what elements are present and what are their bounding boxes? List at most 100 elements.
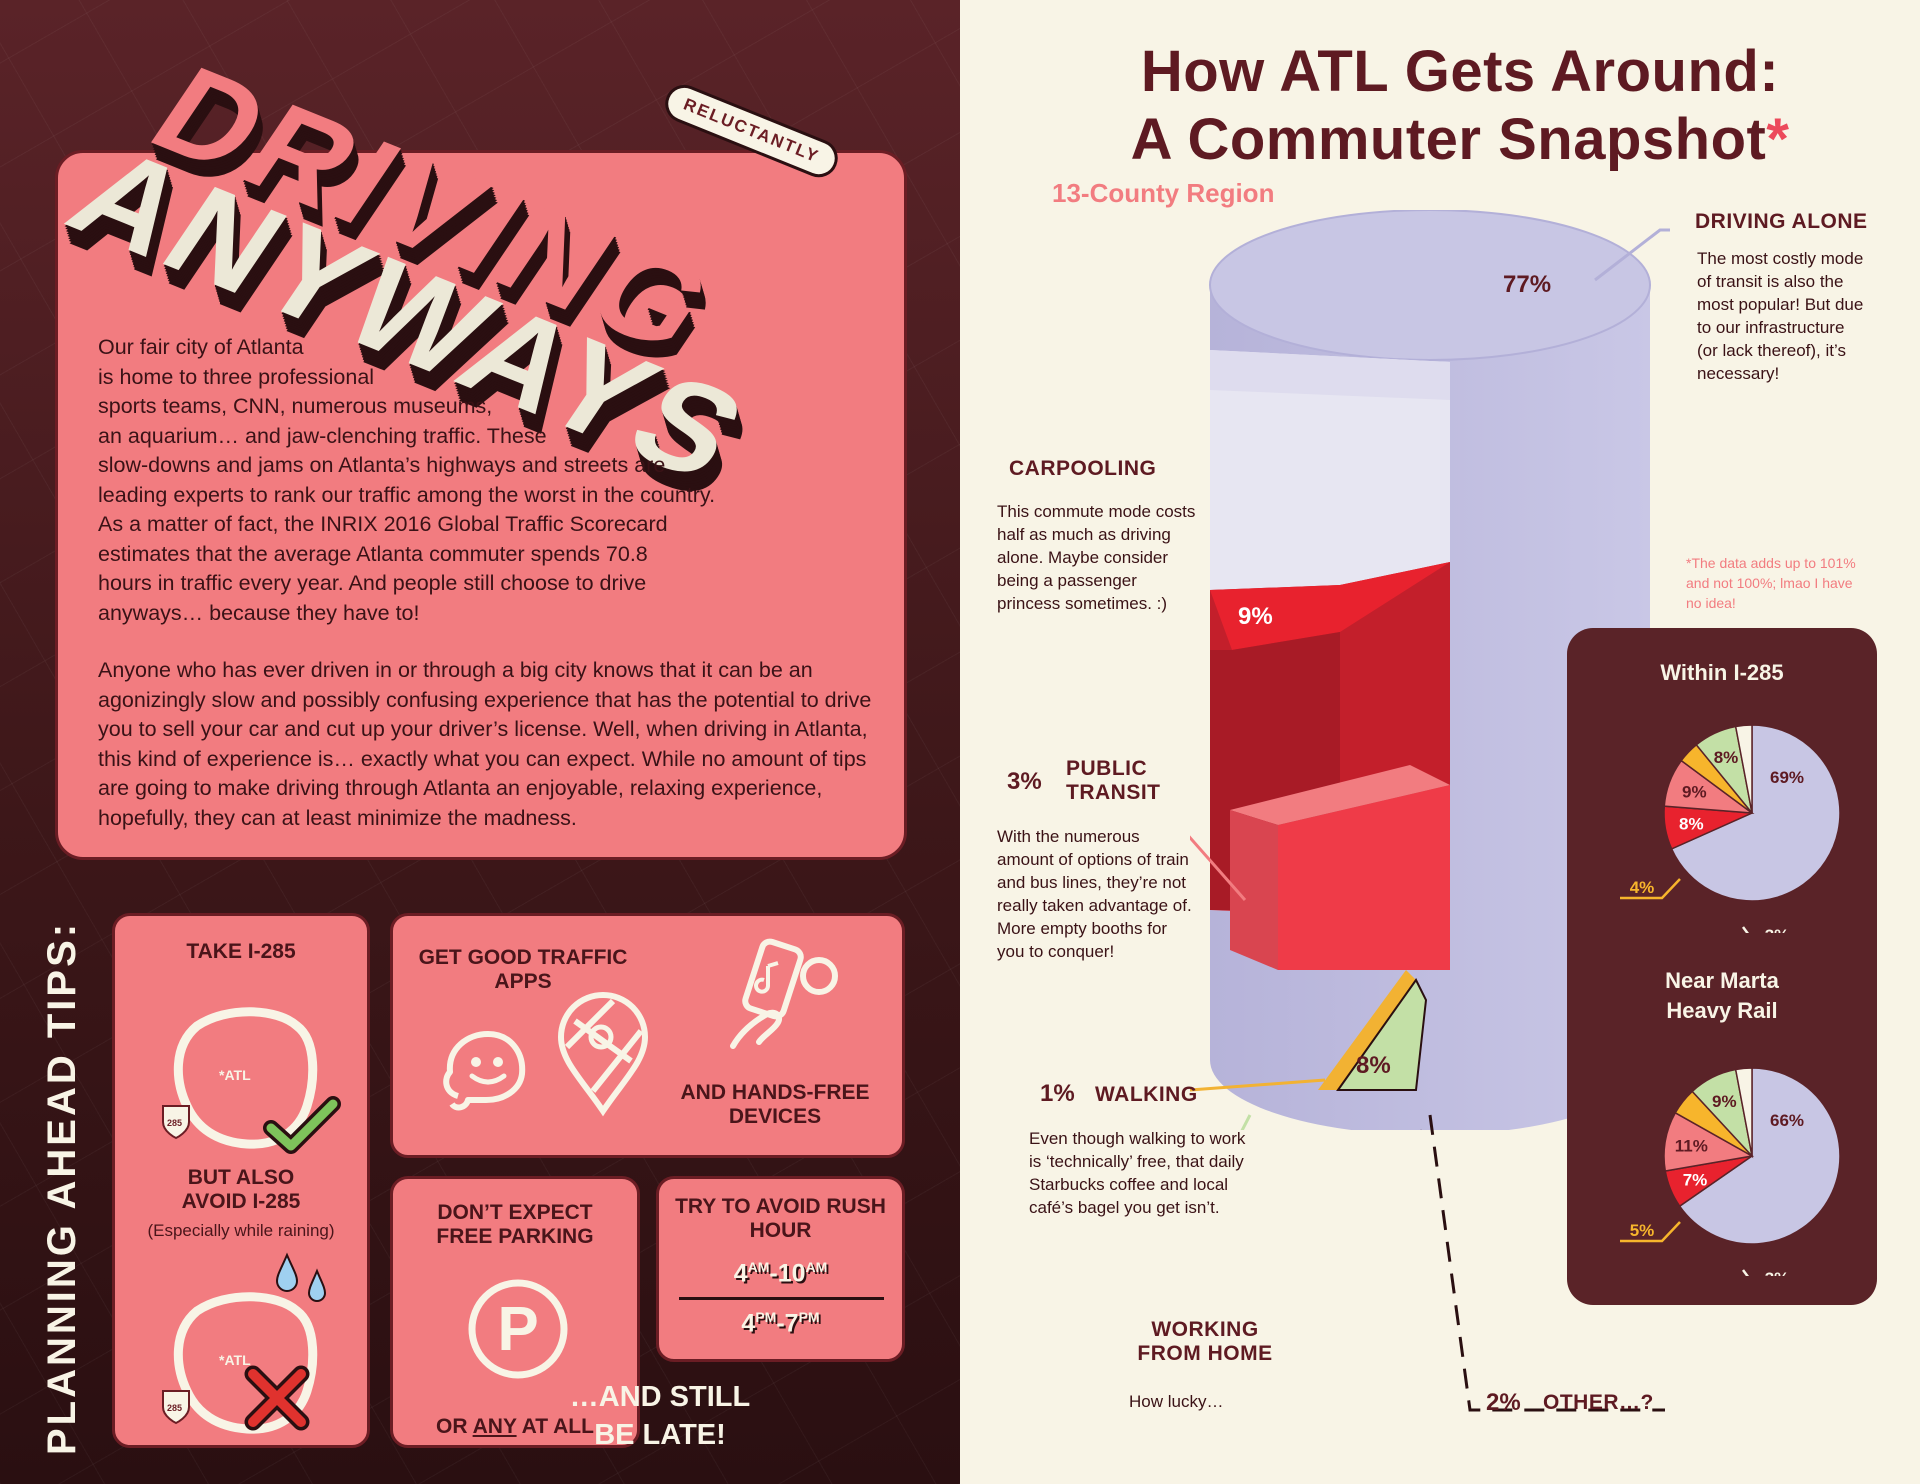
tip-late: …AND STILL BE LATE! xyxy=(569,1381,751,1451)
tip-avoid-285: BUT ALSO AVOID I-285 xyxy=(181,1166,301,1213)
pie-label: 8% xyxy=(1714,748,1739,767)
label-driving-alone: DRIVING ALONE xyxy=(1695,210,1868,233)
intro-line: estimates that the average Atlanta commu… xyxy=(98,541,648,566)
tips-label: PLANNING AHEAD TIPS: xyxy=(40,920,84,1455)
tip-rush: TRY TO AVOID RUSH HOUR 4AM-10AM 4PM-7PM xyxy=(656,1176,905,1362)
pct-walking: 1% xyxy=(1040,1080,1075,1107)
footnote: *The data adds up to 101% and not 100%; … xyxy=(1686,555,1856,611)
pie-label: 69% xyxy=(1770,768,1804,787)
pie-slice xyxy=(1678,1067,1841,1245)
label-other: OTHER…? xyxy=(1543,1391,1654,1414)
tip-avoid-note: (Especially while raining) xyxy=(147,1221,335,1240)
map-pin-icon xyxy=(557,992,649,1117)
rush-divider xyxy=(679,1297,884,1300)
intro-line: anyways… because they have to! xyxy=(98,600,420,625)
page-title: How ATL Gets Around: A Commuter Snapshot… xyxy=(1130,39,1790,172)
shield-label: 285 xyxy=(167,1118,182,1128)
intro-line: sports teams, CNN, numerous museums, xyxy=(98,394,493,418)
pie-label: 5% xyxy=(1630,1221,1655,1240)
pct-public-transit: 3% xyxy=(1007,768,1042,795)
pie-label: 9% xyxy=(1712,1092,1737,1111)
pie-label: 8% xyxy=(1679,814,1704,833)
desc-driving-alone: The most costly mode of transit is also … xyxy=(1697,249,1864,383)
pct-other: 2% xyxy=(1486,1389,1521,1416)
pie-label: 66% xyxy=(1770,1111,1804,1130)
label-carpooling: CARPOOLING xyxy=(1009,457,1157,480)
pie-slice xyxy=(1734,1067,1753,1157)
tip-handsfree: AND HANDS-FREE DEVICES xyxy=(680,1081,870,1128)
pct-wfh: 8% xyxy=(1356,1052,1391,1079)
pie-label: 7% xyxy=(1683,1170,1708,1189)
leader-public-transit xyxy=(1190,835,1247,901)
leader-walking xyxy=(1190,1078,1326,1092)
tip-parking: DON’T EXPECT FREE PARKING P OR ANY AT AL… xyxy=(390,1176,640,1448)
bar-public-transit xyxy=(1278,785,1450,970)
bar-carpooling-top xyxy=(1210,562,1450,650)
desc-wfh: How lucky… xyxy=(1129,1392,1224,1411)
bar-wfh xyxy=(1336,978,1428,1091)
label-walking: WALKING xyxy=(1095,1083,1198,1106)
pie-leader xyxy=(1620,878,1681,900)
intro-paragraph-1: Our fair city of Atlanta is home to three… xyxy=(98,333,878,628)
bar-public-transit-top xyxy=(1230,765,1450,825)
leader-other-svg xyxy=(1428,1114,1665,1412)
parking-icon: P xyxy=(468,1279,568,1379)
label-public-transit: PUBLIC TRANSIT xyxy=(1066,757,1161,804)
tip-take-285: TAKE I-285 xyxy=(186,940,296,963)
intro-line: hours in traffic every year. And people … xyxy=(98,571,647,595)
pie-slice xyxy=(1670,724,1841,902)
intro-paragraph-2: Anyone who has ever driven in or through… xyxy=(98,658,872,830)
pie-label: 9% xyxy=(1682,782,1707,801)
rush-am: 4AM-10AM xyxy=(733,1259,828,1288)
tip-parking-any: OR ANY AT ALL xyxy=(436,1415,594,1438)
pie-panel: Within I-285 69% 8% 9% 4% 8% 3% Near Marta He… xyxy=(1567,628,1877,1305)
label-wfh: WORKING FROM HOME xyxy=(1137,1318,1273,1365)
intro-box xyxy=(55,150,907,860)
checkmark-icon xyxy=(263,1096,341,1154)
phone-hand-icon xyxy=(730,938,838,1049)
intro-line: an aquarium… and jaw-clenching traffic. … xyxy=(98,423,547,448)
bar-walking xyxy=(1318,970,1416,1090)
title-block: DRIVING ANYWAYS xyxy=(45,10,960,508)
raindrop-icon xyxy=(275,1252,327,1302)
pie-slice xyxy=(1734,724,1753,814)
desc-walking: Even though walking to work is ‘technica… xyxy=(1029,1129,1246,1217)
intro-line: slow-downs and jams on Atlanta’s highway… xyxy=(98,453,666,477)
waze-icon xyxy=(443,1031,526,1111)
atl-map-icon: *ATL 285 xyxy=(162,1007,318,1149)
tip-apps-title: GET GOOD TRAFFIC APPS xyxy=(418,946,628,993)
intro-line: is home to three professional xyxy=(98,364,375,389)
map-label: *ATL xyxy=(219,1067,251,1083)
pie-label: 3% xyxy=(1765,926,1790,933)
pie-title-285: Within I-285 xyxy=(1660,660,1784,685)
bar-driving-alone-top xyxy=(1209,210,1651,361)
desc-public-transit: With the numerous amount of options of t… xyxy=(997,827,1192,961)
shield-label-2: 285 xyxy=(167,1403,182,1413)
tip-apps: GET GOOD TRAFFIC APPS AND HANDS-FREE DEV… xyxy=(390,913,905,1158)
parking-letter: P xyxy=(497,1295,538,1364)
x-mark-icon xyxy=(244,1365,310,1431)
map-label-2: *ATL xyxy=(219,1352,251,1368)
rush-pm: 4PM-7PM xyxy=(741,1309,820,1338)
intro-text: Our fair city of Atlanta is home to three… xyxy=(98,333,878,861)
pie-label: 11% xyxy=(1675,1137,1708,1156)
tip-i285: TAKE I-285 *ATL 285 BUT ALSO AVOID I-285… xyxy=(112,913,370,1448)
leader-driving-alone xyxy=(1594,228,1670,282)
pie-label: 3% xyxy=(1765,1269,1790,1276)
cylinder-chart xyxy=(1190,210,1670,1130)
pct-carpooling: 9% xyxy=(1238,603,1273,630)
intro-line: Our fair city of Atlanta xyxy=(98,335,304,359)
pie-within-285: 69% 8% 9% 4% 8% 3% xyxy=(1620,724,1841,933)
tip-parking-title: DON’T EXPECT FREE PARKING xyxy=(436,1201,594,1248)
intro-line: As a matter of fact, the INRIX 2016 Glob… xyxy=(98,512,668,536)
pct-driving-alone: 77% xyxy=(1503,271,1552,298)
tip-rush-title: TRY TO AVOID RUSH HOUR xyxy=(675,1195,886,1242)
pie-marta: 66% 7% 11% 5% 9% 3% xyxy=(1620,1067,1841,1276)
pie-title-marta: Near Marta Heavy Rail xyxy=(1665,968,1779,1023)
intro-line: leading experts to rank our traffic amon… xyxy=(98,482,716,507)
pie-leader xyxy=(1620,1221,1681,1243)
desc-carpooling: This commute mode costs half as much as … xyxy=(997,502,1196,613)
pie-label: 4% xyxy=(1630,878,1655,897)
subtitle: 13-County Region xyxy=(1052,178,1275,208)
left-panel: DRIVING ANYWAYS RELUCTANTLY Our fair cit… xyxy=(0,0,960,1484)
